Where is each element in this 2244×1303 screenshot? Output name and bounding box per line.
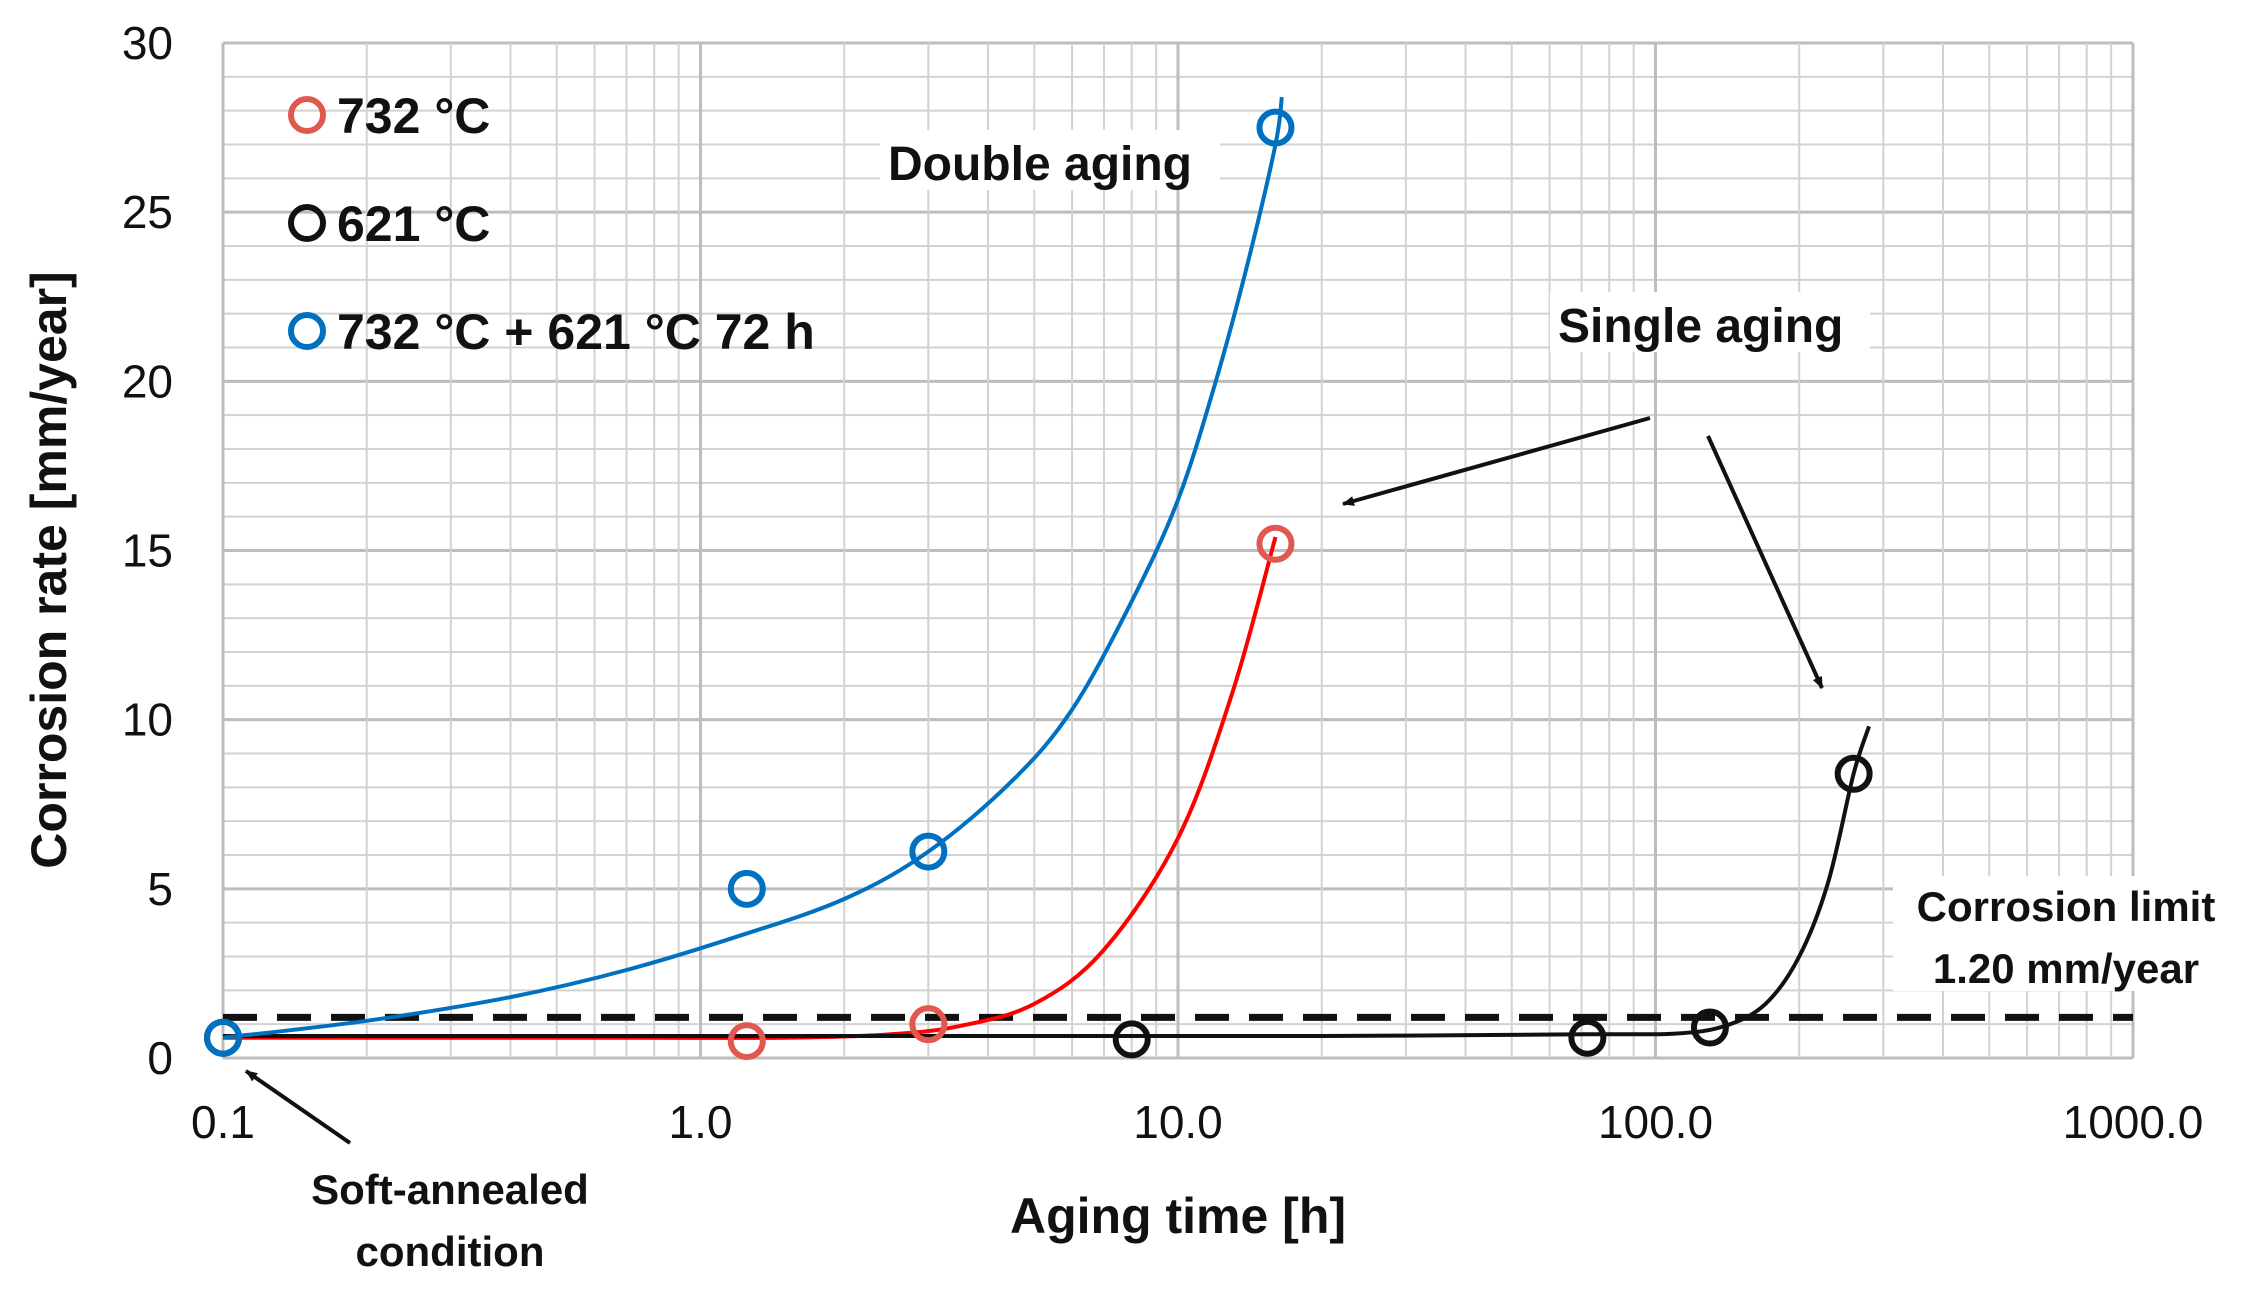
y-tick-label: 30 xyxy=(122,17,173,69)
legend-marker-621 xyxy=(288,204,326,242)
x-tick-label: 1.0 xyxy=(669,1096,733,1148)
series-points xyxy=(204,108,1873,1061)
y-tick-labels: 0 5 10 15 20 25 30 xyxy=(122,17,173,1084)
soft-annealed-label: Soft-annealed xyxy=(311,1166,589,1213)
double-aging-label-bg xyxy=(880,130,1220,190)
y-tick-label: 25 xyxy=(122,186,173,238)
soft-annealed-arrow xyxy=(244,1069,352,1145)
data-point-732 xyxy=(1256,524,1295,563)
data-point-double xyxy=(727,869,766,908)
single-aging-label-bg xyxy=(1550,292,1870,352)
single-aging-label: Single aging xyxy=(1558,300,1843,353)
y-tick-label: 15 xyxy=(122,525,173,577)
single-aging-arrow-left xyxy=(1342,416,1651,506)
x-tick-label: 0.1 xyxy=(191,1096,255,1148)
legend-marker-double xyxy=(288,312,326,350)
x-tick-label: 1000.0 xyxy=(2063,1096,2204,1148)
data-point-732 xyxy=(909,1005,948,1044)
y-axis-title: Corrosion rate [mm/year] xyxy=(21,271,77,868)
x-tick-label: 100.0 xyxy=(1598,1096,1713,1148)
x-tick-label: 10.0 xyxy=(1133,1096,1223,1148)
legend-label-732: 732 °C xyxy=(337,88,490,144)
double-aging-label: Double aging xyxy=(888,138,1192,191)
data-point-621 xyxy=(1568,1018,1607,1057)
soft-annealed-label-2: condition xyxy=(356,1228,545,1275)
data-point-621 xyxy=(1112,1020,1151,1059)
y-tick-label: 5 xyxy=(147,863,173,915)
legend-marker-732 xyxy=(288,96,326,134)
legend-label-double: 732 °C + 621 °C 72 h xyxy=(337,304,815,360)
data-point-732 xyxy=(727,1022,766,1061)
series-curve-double xyxy=(222,96,1284,1040)
data-point-double xyxy=(1256,108,1295,147)
x-axis-title: Aging time [h] xyxy=(1010,1188,1346,1244)
data-point-double xyxy=(909,832,948,871)
legend-label-621: 621 °C xyxy=(337,196,490,252)
single-aging-arrow-right xyxy=(1706,435,1824,689)
data-point-621 xyxy=(1834,754,1873,793)
y-tick-label: 10 xyxy=(122,694,173,746)
y-tick-label: 0 xyxy=(147,1032,173,1084)
y-tick-label: 20 xyxy=(122,355,173,407)
corrosion-limit-label: Corrosion limit xyxy=(1917,883,2216,930)
data-point-621 xyxy=(1690,1008,1729,1047)
legend: 732 °C 621 °C 732 °C + 621 °C 72 h xyxy=(288,88,815,360)
x-tick-labels: 0.1 1.0 10.0 100.0 1000.0 xyxy=(191,1096,2203,1148)
corrosion-limit-value: 1.20 mm/year xyxy=(1933,945,2199,992)
corrosion-limit-label-bg xyxy=(1893,876,2239,991)
data-point-double xyxy=(204,1018,242,1057)
